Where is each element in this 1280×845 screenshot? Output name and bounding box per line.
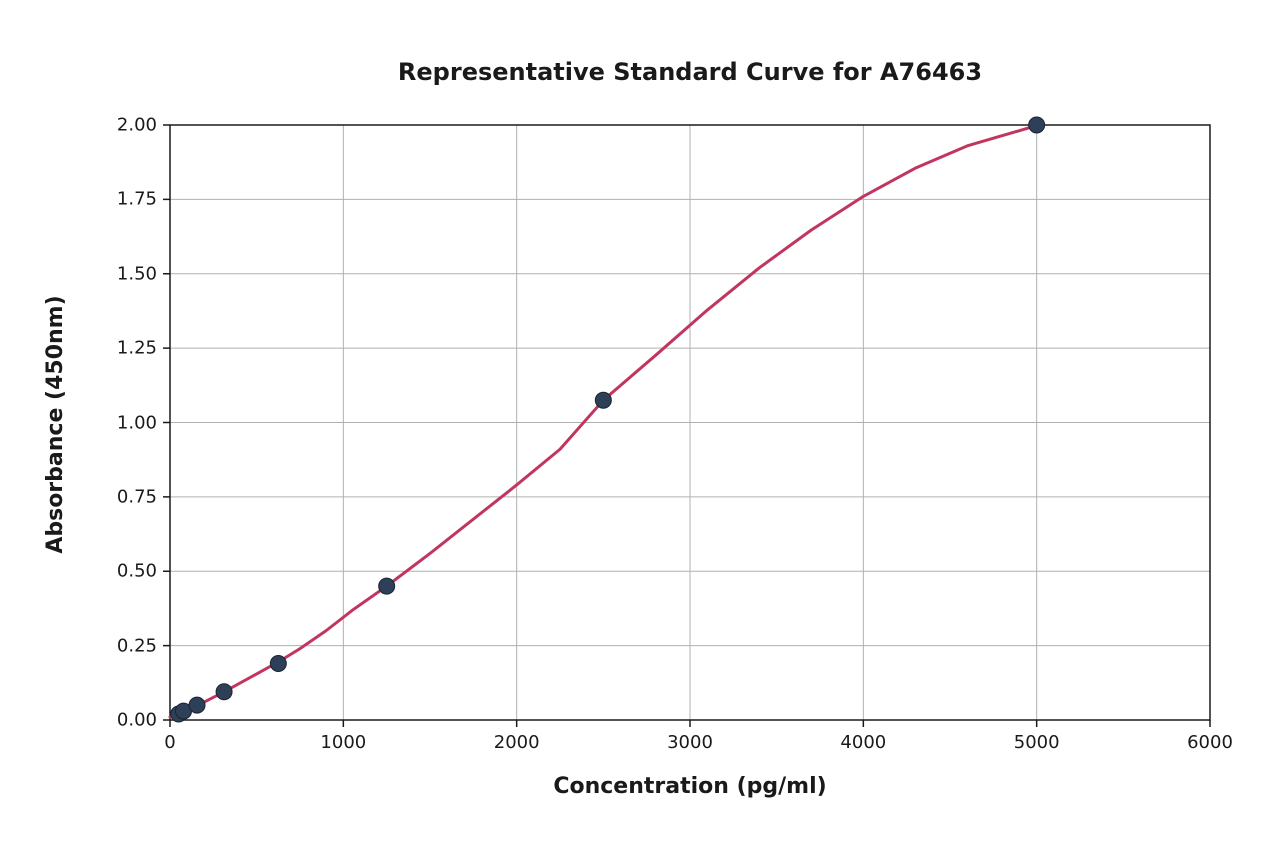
standard-curve-chart: Representative Standard Curve for A76463…: [0, 0, 1280, 845]
x-tick-label: 5000: [1014, 732, 1060, 753]
x-tick-label: 6000: [1187, 732, 1233, 753]
y-tick-label: 1.00: [117, 412, 157, 433]
x-tick-label: 0: [164, 732, 175, 753]
y-tick-label: 0.00: [117, 710, 157, 731]
x-tick-label: 2000: [494, 732, 540, 753]
y-tick-label: 2.00: [117, 115, 157, 136]
y-tick-label: 0.75: [117, 486, 157, 507]
plot-svg: [0, 0, 1280, 845]
x-tick-label: 3000: [667, 732, 713, 753]
x-tick-label: 4000: [840, 732, 886, 753]
y-tick-label: 1.75: [117, 189, 157, 210]
x-tick-label: 1000: [320, 732, 366, 753]
y-tick-label: 1.50: [117, 263, 157, 284]
y-tick-label: 0.50: [117, 561, 157, 582]
y-tick-label: 1.25: [117, 338, 157, 359]
y-tick-label: 0.25: [117, 635, 157, 656]
